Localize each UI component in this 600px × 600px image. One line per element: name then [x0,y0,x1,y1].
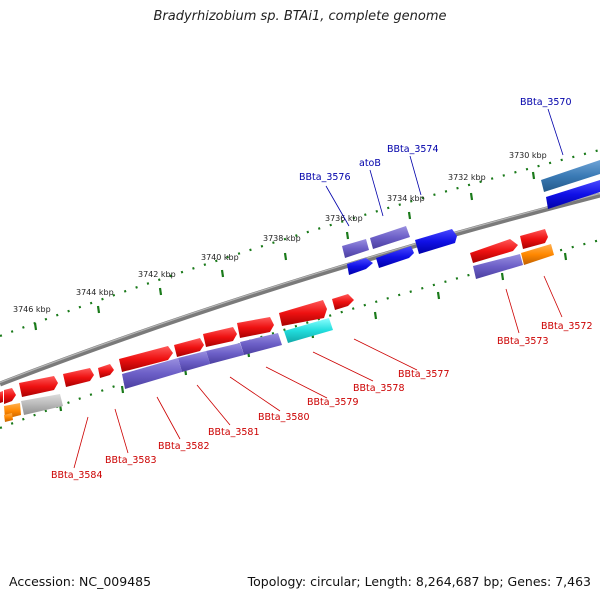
gene-purple-3581[interactable] [122,358,182,389]
inner-tick-ring [0,238,600,430]
gene-label[interactable]: BBta_3578 [353,383,405,394]
gene-label[interactable]: BBta_3580 [258,412,310,423]
genome-backbone [0,192,600,387]
outer-major-ticks [33,171,536,331]
gene-purple-3579[interactable] [206,343,244,364]
leader-lines-top [325,108,564,227]
gene-red-small-1[interactable] [332,294,354,310]
gene-label[interactable]: BBta_3584 [51,470,103,481]
reverse-strand-genes [4,244,554,422]
kbp-label: 3732 kbp [448,173,486,182]
kbp-label: 3738 kbp [263,234,301,243]
kbp-label: 3742 kbp [138,270,176,279]
gene-label[interactable]: BBta_3570 [520,97,572,108]
gene-blue-3574[interactable] [415,229,457,254]
gene-red-3572a[interactable] [520,229,548,249]
forward-strand-genes [0,160,600,404]
gene-label[interactable]: BBta_3572 [541,321,593,332]
gene-blue-small-a[interactable] [347,258,373,275]
gene-red-3573a[interactable] [470,239,518,263]
kbp-label: 3730 kbp [509,151,547,160]
gene-label[interactable]: BBta_3573 [497,336,549,347]
gene-steel-3570[interactable] [541,160,600,192]
kbp-label: 3740 kbp [201,253,239,262]
kbp-labels: 3746 kbp 3744 kbp 3742 kbp 3740 kbp 3738… [13,151,547,314]
kbp-label: 3734 kbp [387,194,425,203]
gene-red-10[interactable] [0,391,3,403]
gene-label[interactable]: BBta_3574 [387,144,439,155]
gene-purple-3580[interactable] [178,351,210,372]
gene-orange-3584b[interactable] [4,413,13,422]
genome-backbone-highlight [0,192,600,384]
gene-label[interactable]: BBta_3583 [105,455,157,466]
gene-label[interactable]: BBta_3582 [158,441,210,452]
accession-text: Accession: NC_009485 [9,574,152,589]
gene-red-big-1[interactable] [279,300,327,326]
gene-label[interactable]: atoB [359,158,381,169]
page-title: Bradyrhizobium sp. BTAi1, complete genom… [153,9,447,24]
gene-label[interactable]: BBta_3579 [307,397,359,408]
kbp-label: 3744 kbp [76,288,114,297]
genome-summary-text: Topology: circular; Length: 8,264,687 bp… [247,574,591,589]
gene-purple-3578[interactable] [240,333,282,355]
gene-labels-top: BBta_3570 BBta_3574 atoB BBta_3576 [299,97,572,183]
gene-orange-3572[interactable] [521,244,554,265]
gene-purple-3573[interactable] [473,254,523,279]
gene-red-6[interactable] [98,364,114,378]
gene-labels-bottom: BBta_3572 BBta_3573 BBta_3577 BBta_3578 … [51,321,593,481]
gene-red-3[interactable] [203,327,237,347]
outer-tick-ring [0,148,600,338]
gene-blue-3570b[interactable] [546,180,600,209]
gene-purple-3576[interactable] [342,239,369,258]
gene-red-9[interactable] [4,388,16,404]
leader-lines-bottom [73,275,563,469]
gene-red-5[interactable] [119,346,173,372]
kbp-label: 3736 kbp [325,214,363,223]
gene-gray-3583[interactable] [21,394,63,415]
gene-red-7[interactable] [63,368,94,387]
gene-cyan-3577[interactable] [284,318,333,343]
gene-label[interactable]: BBta_3577 [398,369,450,380]
gene-red-4[interactable] [174,338,204,357]
gene-label[interactable]: BBta_3581 [208,427,260,438]
gene-label[interactable]: BBta_3576 [299,172,351,183]
gene-blue-small-b[interactable] [376,246,414,268]
kbp-label: 3746 kbp [13,305,51,314]
gene-red-2[interactable] [237,317,274,338]
gene-purple-atoB[interactable] [370,226,410,249]
gene-red-8[interactable] [19,376,58,397]
